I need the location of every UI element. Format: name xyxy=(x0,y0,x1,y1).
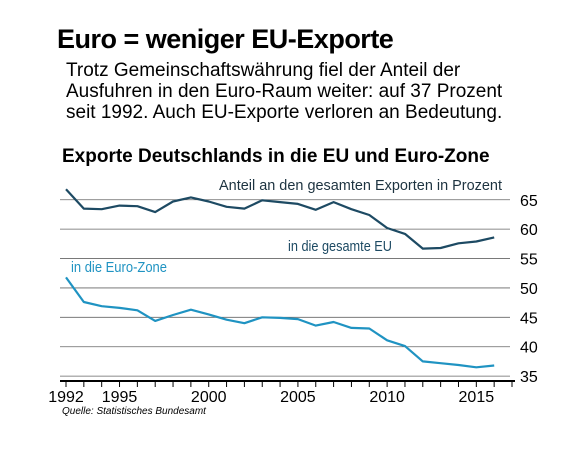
x-tick-label: 1992 xyxy=(48,389,84,406)
subtitle: Trotz Gemeinschaftswährung fiel der Ante… xyxy=(66,60,546,123)
y-tick-label: 40 xyxy=(520,340,538,357)
x-tick-label: 2005 xyxy=(280,389,316,406)
page-title: Euro = weniger EU-Exporte xyxy=(57,24,394,54)
series-line-eu xyxy=(65,188,495,250)
series-label-eu: in die gesamte EU xyxy=(288,238,392,255)
y-tick-label: 45 xyxy=(520,310,538,327)
subtitle-line: Ausfuhren in den Euro-Raum weiter: auf 3… xyxy=(66,81,503,102)
x-tick-label: 2015 xyxy=(459,389,495,406)
subtitle-line: Trotz Gemeinschaftswährung fiel der Ante… xyxy=(66,60,461,81)
y-tick-label: 65 xyxy=(520,193,538,210)
series-line-euro-zone xyxy=(65,276,495,369)
chart-title: Exporte Deutschlands in die EU und Euro-… xyxy=(62,146,490,167)
unit-label: Anteil an den gesamten Exporten in Proze… xyxy=(219,177,503,194)
y-tick-label: 50 xyxy=(520,281,538,298)
y-tick-label: 60 xyxy=(520,222,538,239)
y-tick-label: 55 xyxy=(520,252,538,269)
subtitle-line: seit 1992. Auch EU-Exporte verloren an B… xyxy=(66,102,503,123)
source-note: Quelle: Statistisches Bundesamt xyxy=(62,406,206,417)
series-label-euro-zone: in die Euro-Zone xyxy=(71,259,167,276)
x-tick-label: 2000 xyxy=(191,389,227,406)
x-tick-label: 1995 xyxy=(102,389,138,406)
y-tick-label: 35 xyxy=(520,369,538,386)
x-tick-label: 2010 xyxy=(369,389,405,406)
